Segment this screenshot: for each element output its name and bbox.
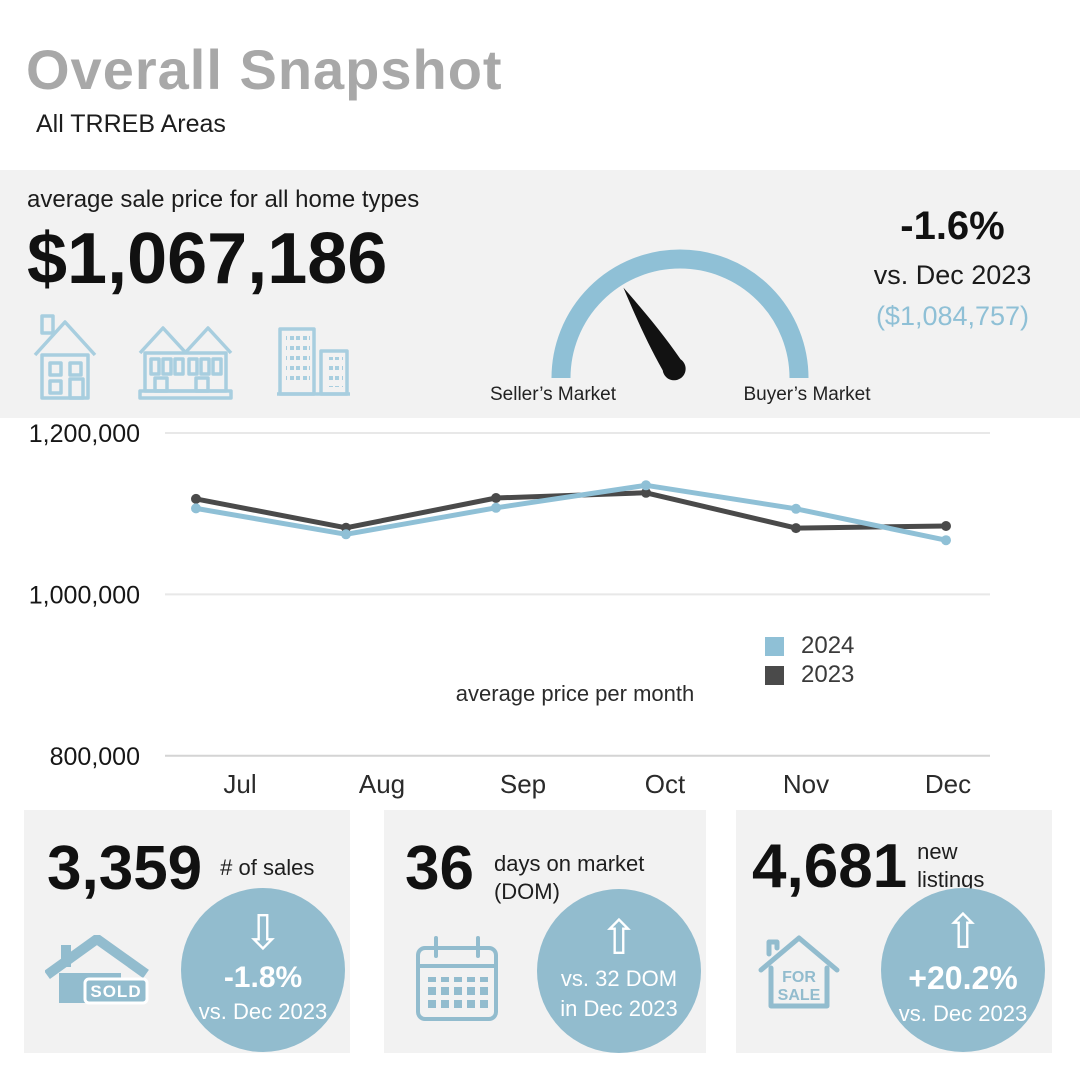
- sales-stat-card: 3,359 # of sales SOLD ⇩ -1.8% vs. Dec 20…: [24, 810, 350, 1053]
- x-tick-label: Jul: [223, 769, 256, 799]
- dom-change-compare: vs. 32 DOM: [560, 966, 678, 991]
- price-change-compare: vs. Dec 2023: [873, 260, 1032, 290]
- arrow-up-icon: ⇧: [942, 903, 984, 960]
- new-listings-count: 4,681: [752, 832, 908, 901]
- x-tick-label: Dec: [925, 769, 971, 799]
- average-price-panel: average sale price for all home types $1…: [0, 170, 1080, 418]
- apartment-building-icon: [277, 327, 350, 396]
- x-tick-label: Oct: [645, 769, 686, 799]
- header: Overall Snapshot All TRREB Areas: [26, 38, 503, 139]
- chart-point-2024: [641, 480, 651, 491]
- dom-label: days on market (DOM): [493, 851, 645, 904]
- page-subtitle: All TRREB Areas: [36, 110, 226, 139]
- new-listings-change-percent: +20.2%: [908, 959, 1018, 996]
- page-title: Overall Snapshot: [26, 38, 503, 101]
- legend-label-2023: 2023: [801, 661, 854, 688]
- gauge-buyers-label: Buyer’s Market: [743, 384, 871, 405]
- chart-point-2023: [491, 493, 501, 503]
- legend-swatch-2023: [765, 666, 784, 685]
- x-tick-label: Sep: [500, 769, 546, 799]
- price-change-block: -1.6% vs. Dec 2023 ($1,084,757): [845, 204, 1060, 332]
- dom-value: 36: [405, 834, 474, 903]
- dom-change-period: in Dec 2023: [560, 996, 678, 1021]
- sales-change-compare: vs. Dec 2023: [198, 999, 328, 1024]
- dom-change-badge: ⇧ vs. 32 DOM in Dec 2023: [537, 889, 701, 1053]
- gauge-needle: [623, 287, 686, 381]
- arrow-up-icon: ⇧: [598, 910, 640, 966]
- sold-house-icon: SOLD: [45, 935, 149, 1005]
- legend-label-2024: 2024: [801, 632, 854, 659]
- dom-stat-card: 36 days on market (DOM) ⇧ vs. 32 DOM in …: [384, 810, 706, 1053]
- sales-count-label: # of sales: [220, 855, 315, 880]
- chart-point-2023: [191, 493, 201, 504]
- sold-sign-text: SOLD: [90, 982, 141, 1001]
- chart-point-2023: [941, 521, 951, 531]
- chart-point-2023: [791, 523, 801, 534]
- new-listings-stat-card: 4,681 new listings FOR SALE ⇧ +20.2% vs.…: [736, 810, 1052, 1053]
- price-change-percent: -1.6%: [900, 204, 1005, 248]
- for-sale-text-line2: SALE: [778, 987, 821, 1004]
- previous-price-value: ($1,084,757): [875, 301, 1030, 331]
- new-listings-label: new listings: [917, 839, 985, 892]
- gauge-sellers-label: Seller’s Market: [489, 384, 616, 405]
- sales-change-percent: -1.8%: [223, 961, 303, 994]
- average-price-value: $1,067,186: [27, 219, 388, 299]
- chart-point-2024: [341, 529, 351, 540]
- series-line-2024: [195, 482, 947, 543]
- sales-count: 3,359: [47, 834, 203, 903]
- arrow-down-icon: ⇩: [242, 905, 284, 961]
- chart-point-2024: [191, 503, 201, 514]
- y-tick-label: 1,000,000: [29, 581, 140, 609]
- for-sale-house-icon: FOR SALE: [758, 935, 840, 1009]
- chart-point-2024: [791, 503, 801, 514]
- gauge-arc: [551, 249, 809, 379]
- market-gauge: [551, 249, 809, 381]
- townhouse-icon: [138, 326, 233, 400]
- x-tick-label: Aug: [359, 769, 405, 799]
- chart-point-2023: [641, 487, 651, 498]
- calendar-icon: [416, 936, 498, 1021]
- chart-point-2024: [491, 502, 501, 513]
- legend-swatch-2024: [765, 637, 784, 656]
- detached-house-icon: [33, 314, 97, 400]
- for-sale-text-line1: FOR: [782, 969, 816, 986]
- chart-caption: average price per month: [455, 681, 695, 706]
- sales-change-badge: ⇩ -1.8% vs. Dec 2023: [181, 888, 345, 1052]
- chart-point-2024: [941, 535, 951, 546]
- new-listings-change-compare: vs. Dec 2023: [898, 1000, 1028, 1026]
- x-tick-label: Nov: [783, 769, 829, 799]
- y-tick-label: 1,200,000: [29, 420, 140, 448]
- average-price-label: average sale price for all home types: [27, 186, 420, 213]
- y-tick-label: 800,000: [50, 743, 140, 771]
- price-line-chart: 1,200,000 1,000,000 800,000 Jul Aug Sep Oct Nov…: [29, 420, 990, 799]
- new-listings-change-badge: ⇧ +20.2% vs. Dec 2023: [881, 888, 1045, 1052]
